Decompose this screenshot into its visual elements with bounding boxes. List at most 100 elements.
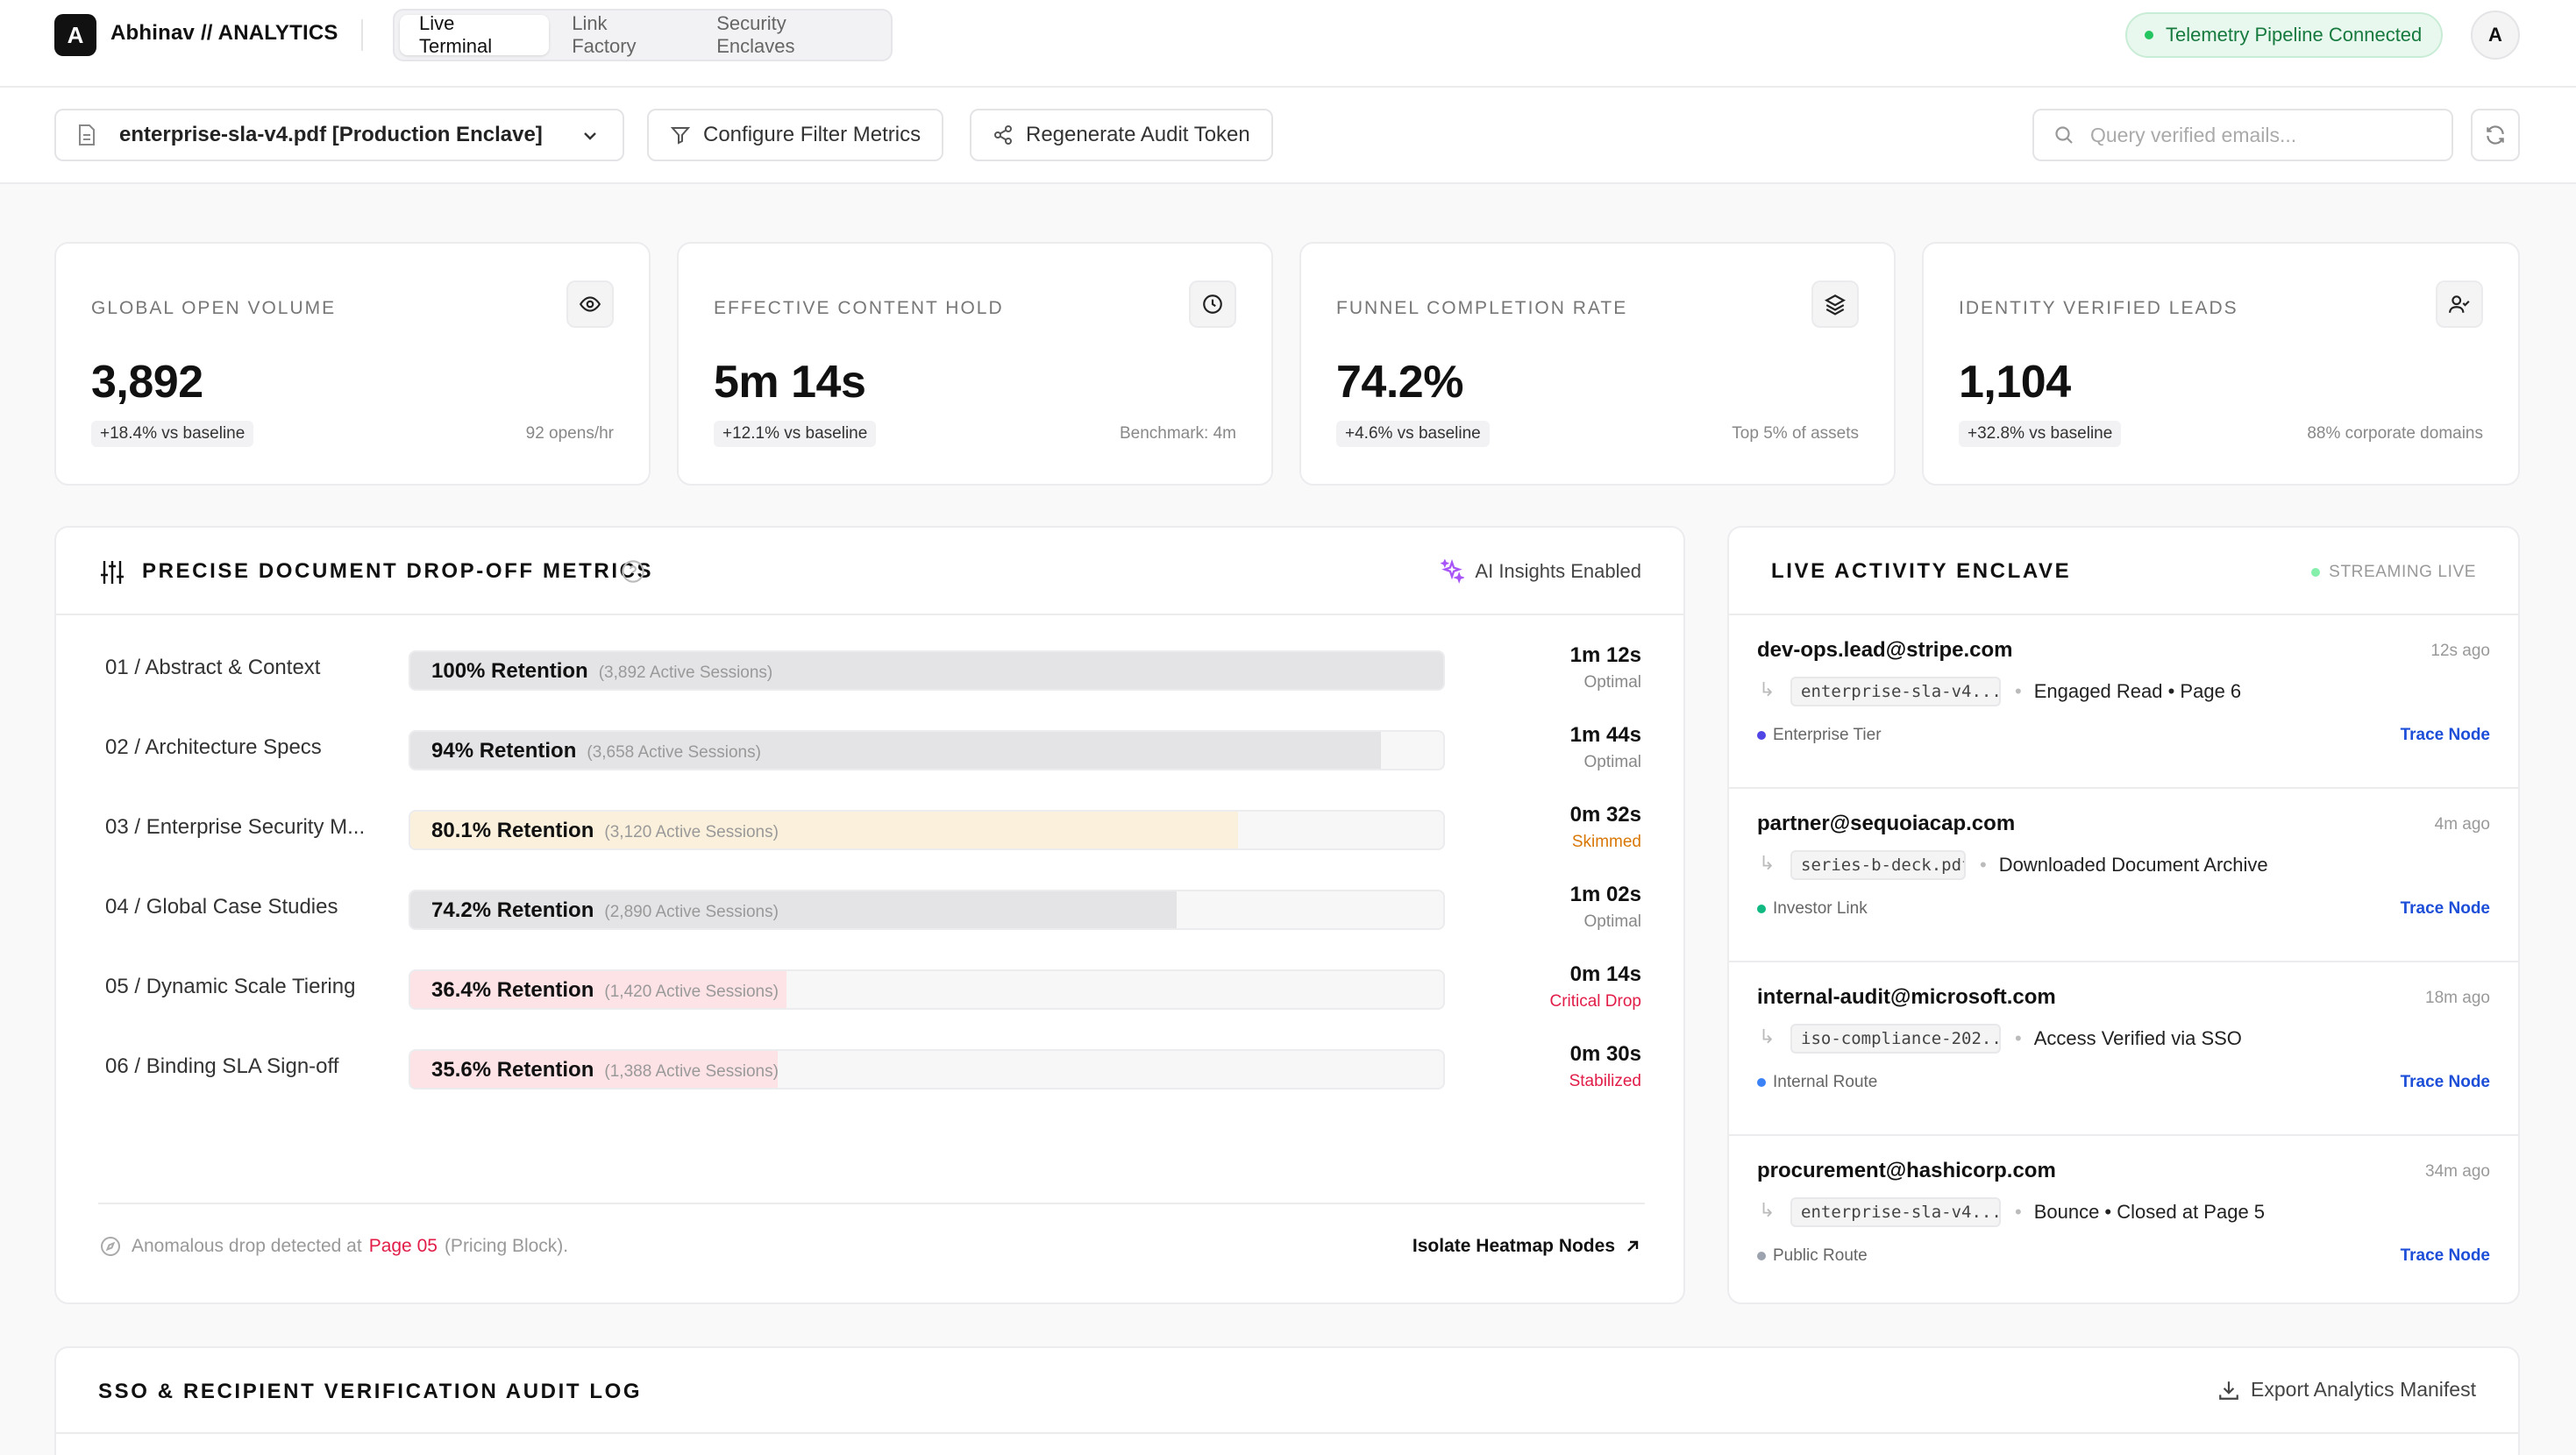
page-label: 02 / Architecture Specs [105,735,322,759]
retention-text: 35.6% Retention (1,388 Active Sessions) [431,1058,779,1082]
page-label: 06 / Binding SLA Sign-off [105,1054,339,1078]
divider [56,1432,2518,1434]
tab-live-terminal[interactable]: Live Terminal [400,12,550,57]
activity-panel: LIVE ACTIVITY ENCLAVE STREAMING LIVE dev… [1727,526,2520,1304]
refresh-button[interactable] [2471,109,2520,161]
search-input[interactable] [2090,123,2423,147]
kpi-card-funnel-rate: FUNNEL COMPLETION RATE 74.2% +4.6% vs ba… [1299,242,1896,486]
retention-text: 94% Retention (3,658 Active Sessions) [431,739,761,763]
kpi-delta-badge: +32.8% vs baseline [1959,421,2122,447]
streaming-badge: STREAMING LIVE [2311,563,2476,582]
dwell-time: 1m 44s [1569,723,1641,747]
retention-bar[interactable]: 36.4% Retention (1,420 Active Sessions) [409,969,1445,1010]
divider [361,19,363,51]
trace-node-link[interactable]: Trace Node [2400,1073,2490,1091]
page-label: 03 / Enterprise Security M... [105,815,366,839]
file-chip[interactable]: enterprise-sla-v4... [1790,677,2001,706]
activity-email[interactable]: dev-ops.lead@stripe.com [1757,638,2013,662]
export-manifest-button[interactable]: Export Analytics Manifest [2217,1378,2476,1402]
kpi-label: IDENTITY VERIFIED LEADS [1959,298,2238,318]
document-select[interactable]: enterprise-sla-v4.pdf [Production Enclav… [54,109,624,161]
bullet-icon: • [2015,680,2022,702]
row-status: Optimal [1583,673,1641,692]
retention-label: 35.6% Retention [431,1058,594,1082]
trace-node-link[interactable]: Trace Node [2400,726,2490,744]
activity-email[interactable]: procurement@hashicorp.com [1757,1159,2056,1182]
activity-action: • Downloaded Document Archive [1980,854,2268,877]
tab-link-factory[interactable]: Link Factory [572,12,637,57]
retention-bar[interactable]: 74.2% Retention (2,890 Active Sessions) [409,890,1445,930]
anomaly-prefix: Anomalous drop detected at [132,1236,362,1256]
kpi-subtext: 92 opens/hr [525,424,614,443]
brand-name[interactable]: Abhinav // ANALYTICS [110,21,338,45]
activity-item[interactable]: dev-ops.lead@stripe.com 12s ago ↳ enterpris… [1729,615,2518,789]
trace-node-link[interactable]: Trace Node [2400,1246,2490,1265]
session-count: (2,890 Active Sessions) [604,903,779,921]
status-dot-icon [2145,31,2153,39]
retention-bar-fill [410,891,1178,928]
isolate-heatmap-button[interactable]: Isolate Heatmap Nodes [1413,1236,1641,1257]
activity-action: • Bounce • Closed at Page 5 [2015,1201,2265,1224]
retention-text: 36.4% Retention (1,420 Active Sessions) [431,978,779,1003]
dwell-time: 1m 12s [1569,643,1641,667]
layers-icon[interactable] [1811,280,1859,328]
eye-icon[interactable] [566,280,614,328]
activity-email[interactable]: internal-audit@microsoft.com [1757,985,2056,1009]
tier-dot-icon [1757,1252,1766,1260]
retention-bar[interactable]: 35.6% Retention (1,388 Active Sessions) [409,1049,1445,1089]
user-check-icon[interactable] [2436,280,2483,328]
dwell-time: 1m 02s [1569,883,1641,906]
dwell-time: 0m 30s [1569,1042,1641,1066]
anomaly-note: Anomalous drop detected at Page 05 (Pric… [100,1236,568,1257]
configure-filter-button[interactable]: Configure Filter Metrics [647,109,944,161]
ai-insights-toggle[interactable]: AI Insights Enabled [1440,559,1641,584]
dwell-time: 0m 14s [1569,962,1641,986]
page-label: 01 / Abstract & Context [105,656,321,679]
tier-text: Enterprise Tier [1773,726,1882,744]
retention-label: 94% Retention [431,739,577,763]
tab-security-enclaves[interactable]: Security Enclaves [716,12,795,57]
kpi-subtext: Benchmark: 4m [1119,424,1236,443]
chevron-down-icon [584,132,596,140]
activity-action: • Access Verified via SSO [2015,1027,2242,1050]
page-label: 05 / Dynamic Scale Tiering [105,975,356,998]
session-count: (1,388 Active Sessions) [604,1062,779,1081]
activity-item[interactable]: internal-audit@microsoft.com 18m ago ↳ iso-… [1729,962,2518,1136]
regenerate-token-button[interactable]: Regenerate Audit Token [970,109,1273,161]
row-status: Optimal [1583,753,1641,771]
activity-action: • Engaged Read • Page 6 [2015,680,2241,703]
file-chip[interactable]: iso-compliance-202... [1790,1024,2001,1054]
retention-bar[interactable]: 94% Retention (3,658 Active Sessions) [409,730,1445,770]
kpi-delta-badge: +18.4% vs baseline [91,421,254,447]
user-avatar[interactable]: A [2471,11,2520,60]
activity-action-label: Downloaded Document Archive [1998,854,2268,876]
anomaly-page-link[interactable]: Page 05 [368,1236,438,1256]
file-chip[interactable]: series-b-deck.pdf [1790,850,1966,880]
download-icon [2219,1380,2238,1400]
retention-bar[interactable]: 80.1% Retention (3,120 Active Sessions) [409,810,1445,850]
brand-logo[interactable]: A [54,14,96,56]
retention-label: 80.1% Retention [431,819,594,842]
retention-bar[interactable]: 100% Retention (3,892 Active Sessions) [409,650,1445,691]
row-status: Critical Drop [1549,992,1641,1011]
ai-insights-label: AI Insights Enabled [1475,560,1641,582]
activity-email[interactable]: partner@sequoiacap.com [1757,812,2016,835]
kpi-label: FUNNEL COMPLETION RATE [1336,298,1628,318]
live-dot-icon [2311,568,2321,577]
nav-tabs: Live Terminal Link Factory Security Encl… [393,9,893,61]
activity-time: 34m ago [2425,1162,2490,1181]
clock-icon[interactable] [1189,280,1236,328]
file-chip[interactable]: enterprise-sla-v4... [1790,1197,2001,1227]
corner-arrow-icon: ↳ [1759,678,1775,700]
retention-label: 100% Retention [431,659,588,683]
bullet-icon: • [2015,1027,2022,1049]
help-icon[interactable] [621,559,645,584]
activity-item[interactable]: procurement@hashicorp.com 34m ago ↳ enterpr… [1729,1136,2518,1302]
share-icon [994,125,1012,145]
activity-action-label: Access Verified via SSO [2033,1027,2242,1049]
arrow-up-right-icon [1627,1240,1639,1252]
session-count: (3,658 Active Sessions) [587,743,761,762]
activity-item[interactable]: partner@sequoiacap.com 4m ago ↳ series-b-de… [1729,789,2518,962]
trace-node-link[interactable]: Trace Node [2400,899,2490,918]
row-status: Optimal [1583,912,1641,931]
